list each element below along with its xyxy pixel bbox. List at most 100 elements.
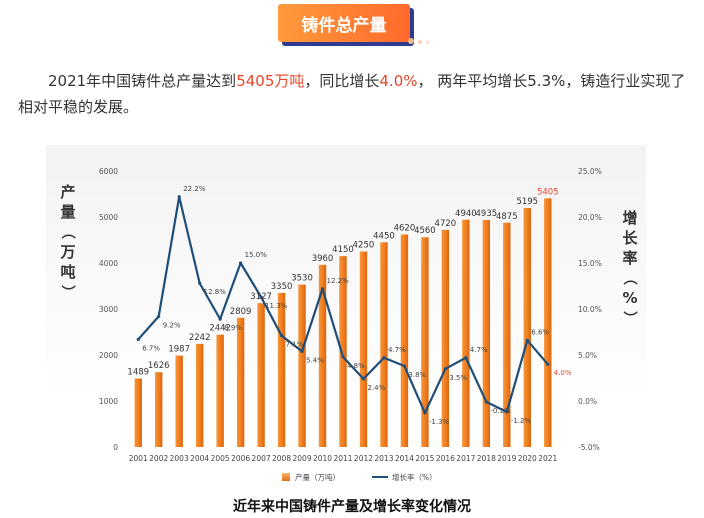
growth-value-label: -1.2% [511,417,532,425]
growth-value-label: 9.2% [163,321,181,329]
production-growth-chart: 0 1000 2000 3000 4000 5000 6000 -5.0% 0.0% 5.0% 10… [59,167,638,482]
svg-text:）: ） [59,285,75,299]
bar-value-label: 4940 [455,209,477,219]
y-tick-label: 6000 [99,167,118,176]
growth-value-label: 12.8% [204,288,227,296]
intro-text-3: ， 两年平均增长5.3%，铸造行业实现了相对平稳的发展。 [18,72,686,116]
growth-value-label: 2.4% [367,384,385,392]
growth-point-2001 [136,337,140,341]
growth-point-2018 [484,400,488,404]
y-tick-label: 5000 [99,213,118,222]
bar-2011 [339,256,347,447]
bar-value-label: 4720 [435,219,457,229]
growth-point-2009 [300,349,304,353]
intro-highlight-growth: 4.0% [379,72,418,90]
x-tick-label: 2015 [415,454,434,463]
section-title: 铸件总产量 [278,4,410,42]
growth-value-label: 8.9% [224,324,242,332]
y-tick-label: 1000 [99,397,118,406]
y-axis-title: 产量 （ 万吨 ） [59,183,76,299]
svg-text:吨: 吨 [60,263,75,281]
x-tick-label: 2017 [456,454,475,463]
y-tick-label: 3000 [99,305,118,314]
bar-value-label: 1626 [148,361,170,371]
bar-2021 [544,198,552,447]
y-tick-label: 0 [113,443,118,452]
bar-2002 [155,372,163,447]
growth-point-2019 [505,410,509,414]
growth-point-2002 [157,314,161,318]
x-tick-label: 2002 [149,454,168,463]
x-tick-label: 2003 [170,454,189,463]
bar-2006 [236,317,245,447]
bar-value-label: 5405 [537,187,559,197]
growth-value-label: 6.7% [142,344,160,352]
growth-value-label: -0.1% [490,407,511,415]
y2-tick-label: 0.0% [578,397,597,406]
y2-tick-label: -5.0% [578,443,600,452]
bar-2010 [318,264,327,447]
bar-value-label: 2442 [209,324,231,334]
x-tick-label: 2021 [538,454,557,463]
x-tick-label: 2008 [272,454,291,463]
growth-value-label: 5.4% [306,356,324,364]
bar-value-label: 4935 [476,209,498,219]
intro-text-2: ，同比增长 [304,72,380,90]
svg-text:增: 增 [622,209,637,227]
bar-2015 [421,237,429,447]
x-tick-label: 2014 [395,454,414,463]
growth-value-label: -1.3% [429,418,450,426]
growth-value-label: 6.6% [531,328,549,336]
growth-value-label: 15.0% [245,251,268,259]
bar-value-label: 4560 [414,226,436,236]
legend-line-label: 增长率（%） [392,472,437,482]
growth-point-2007 [259,295,263,299]
bar-value-label: 4875 [496,212,518,222]
x-tick-label: 2005 [211,454,230,463]
growth-value-label: 4.7% [470,346,488,354]
growth-point-2004 [198,281,202,285]
x-tick-label: 2018 [477,454,496,463]
growth-point-2010 [320,287,325,291]
y2-tick-label: 10.0% [578,305,602,314]
growth-point-2017 [464,356,468,360]
x-tick-label: 2006 [231,454,250,463]
bar-2012 [359,251,368,447]
bar-value-label: 3127 [250,292,272,302]
bar-value-label: 2809 [230,307,252,317]
x-tick-label: 2010 [313,454,332,463]
bar-2005 [216,334,224,447]
bar-value-label: 4250 [353,241,375,251]
y2-tick-label: 25.0% [578,167,602,176]
growth-value-label: 3.5% [449,374,467,382]
legend-bar-swatch [282,473,290,481]
growth-point-2016 [443,367,447,371]
growth-value-label: 11.3% [265,302,288,310]
bar-value-label: 4150 [332,245,354,255]
growth-point-2008 [279,334,284,338]
bar-2007 [257,303,265,447]
growth-point-2005 [218,317,222,321]
bar-2018 [482,219,491,447]
growth-value-label: 22.2% [183,185,206,193]
svg-text:产: 产 [60,183,75,201]
growth-point-2012 [361,377,366,381]
svg-text:率: 率 [622,249,637,267]
bar-value-label: 1987 [168,345,190,355]
svg-text:（: （ [621,271,637,285]
bar-value-label: 1489 [127,368,149,378]
x-tick-label: 2004 [190,454,209,463]
growth-point-2006 [239,261,243,265]
bar-value-label: 4620 [394,223,416,233]
intro-highlight-output: 5405万吨 [236,72,305,90]
bar-2020 [523,208,531,447]
bar-value-label: 3960 [312,254,334,264]
chart-legend: 产量（万吨） 增长率（%） [282,472,437,482]
y-tick-label: 2000 [99,351,118,360]
bar-2014 [400,234,409,447]
growth-point-2003 [177,195,181,199]
bar-2008 [277,292,286,447]
growth-value-label: 4.7% [388,346,406,354]
bar-2017 [462,219,470,447]
x-tick-label: 2019 [497,454,516,463]
